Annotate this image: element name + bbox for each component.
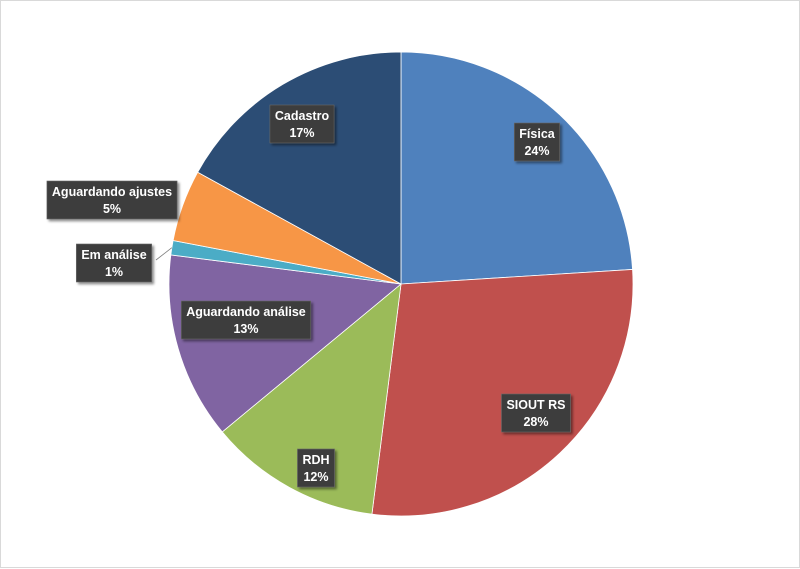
leader-lines: [155, 247, 173, 261]
data-label-category: Em análise: [81, 248, 146, 262]
pie-slice-cadastro: [197, 51, 402, 285]
data-label-box: [501, 393, 571, 433]
data-label-box: [46, 180, 178, 220]
data-label: Cadastro 17%: [269, 104, 335, 144]
leader-line: [155, 247, 173, 261]
data-label-category: Física: [519, 127, 555, 141]
data-label-box: [269, 104, 335, 144]
data-label-value: 13%: [233, 322, 258, 336]
data-label-category: Aguardando análise: [186, 305, 306, 319]
data-label-box: [76, 243, 152, 283]
data-label-value: 1%: [105, 265, 123, 279]
pie-slices: [168, 51, 634, 517]
data-label-category: RDH: [302, 453, 329, 467]
data-label-category: Cadastro: [275, 109, 330, 123]
data-label-box: [180, 300, 312, 340]
pie-slice-f-sica: [400, 51, 633, 285]
data-label-value: 12%: [303, 470, 328, 484]
pie-slice-siout-rs: [371, 269, 634, 517]
data-label-category: SIOUT RS: [506, 398, 565, 412]
data-label: Aguardando análise 13%: [180, 300, 312, 340]
data-label: Física 24%: [513, 122, 561, 162]
data-label-value: 28%: [523, 415, 548, 429]
pie-slice-aguardando-an-lise: [168, 254, 402, 433]
data-label: Aguardando ajustes 5%: [46, 180, 178, 220]
data-label-value: 24%: [524, 144, 549, 158]
data-labels: Física 24% SIOUT RS 28% RDH 12% Aguardando aná…: [46, 104, 571, 488]
data-label: Em análise 1%: [76, 243, 152, 283]
data-label-box: [513, 122, 561, 162]
data-label: SIOUT RS 28%: [501, 393, 571, 433]
data-label-box: [297, 448, 335, 488]
pie-slice-rdh: [221, 283, 402, 515]
data-label: RDH 12%: [297, 448, 335, 488]
data-label-value: 5%: [103, 202, 121, 216]
data-label-category: Aguardando ajustes: [52, 185, 172, 199]
data-label-value: 17%: [289, 126, 314, 140]
